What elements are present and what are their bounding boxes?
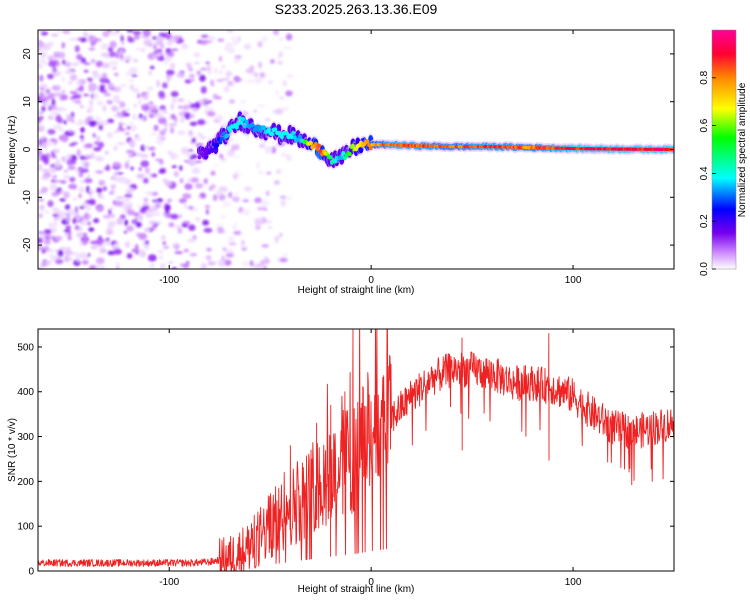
colorbar-tick-label: 0.0 xyxy=(699,262,710,276)
colorbar-tick-label: 0.6 xyxy=(699,118,710,132)
chart-title: S233.2025.263.13.36.E09 xyxy=(275,1,438,17)
spectrogram-y-tick-label: 0 xyxy=(22,146,33,152)
spectrogram-x-ticks: -100 0 100 xyxy=(159,30,582,286)
snr-y-ticks: 0 100 200 300 400 500 xyxy=(17,342,674,578)
snr-panel: -100 0 100 0 100 200 300 400 500 Height of stra… xyxy=(7,328,675,595)
spectral-ridge xyxy=(196,109,674,170)
snr-plot-area xyxy=(38,329,674,571)
snr-x-tick-label: -100 xyxy=(159,577,179,588)
snr-frame xyxy=(37,328,675,572)
snr-y-tick-label: 400 xyxy=(17,387,34,398)
snr-x-label: Height of straight line (km) xyxy=(298,584,415,595)
colorbar-gradient xyxy=(712,30,736,269)
spectrogram-x-tick-label: 100 xyxy=(565,275,582,286)
spectrogram-y-label: Frequency (Hz) xyxy=(7,116,18,185)
snr-x-tick-label: 0 xyxy=(368,577,374,588)
spectrogram-y-tick-label: -10 xyxy=(22,190,33,205)
snr-y-tick-label: 300 xyxy=(17,432,34,443)
spectrogram-y-tick-label: 10 xyxy=(22,96,33,108)
spectrogram-y-tick-label: 20 xyxy=(22,48,33,60)
snr-y-tick-label: 200 xyxy=(17,477,34,488)
noise-speckle xyxy=(38,30,294,269)
colorbar-label: Normalized spectral amplitude xyxy=(737,82,748,217)
colorbar-tick-label: 0.8 xyxy=(699,70,710,84)
snr-y-label: SNR (10 * v/v) xyxy=(7,418,18,482)
spectrogram-x-tick-label: 0 xyxy=(368,275,374,286)
spectrogram-x-label: Height of straight line (km) xyxy=(298,285,415,296)
spectrogram-heatmap xyxy=(38,30,674,269)
colorbar-tick-label: 0.2 xyxy=(699,214,710,228)
colorbar-frame xyxy=(711,29,737,270)
snr-y-tick-label: 100 xyxy=(17,522,34,533)
colorbar-tick-label: 0.4 xyxy=(699,166,710,180)
spectrogram-y-ticks: -20 -10 0 10 20 xyxy=(22,48,674,252)
colorbar-ticks: 0.0 0.2 0.4 0.6 0.8 xyxy=(699,70,716,276)
spectrogram-y-tick-label: -20 xyxy=(22,237,33,252)
snr-series-line xyxy=(38,329,674,571)
snr-x-tick-label: 100 xyxy=(565,577,582,588)
snr-y-tick-label: 500 xyxy=(17,342,34,353)
snr-x-ticks: -100 0 100 xyxy=(159,329,582,588)
colorbar: 0.0 0.2 0.4 0.6 0.8 Normalized spectral ampl… xyxy=(699,29,748,276)
snr-y-tick-label: 0 xyxy=(28,567,34,578)
spectrogram-x-tick-label: -100 xyxy=(159,275,179,286)
